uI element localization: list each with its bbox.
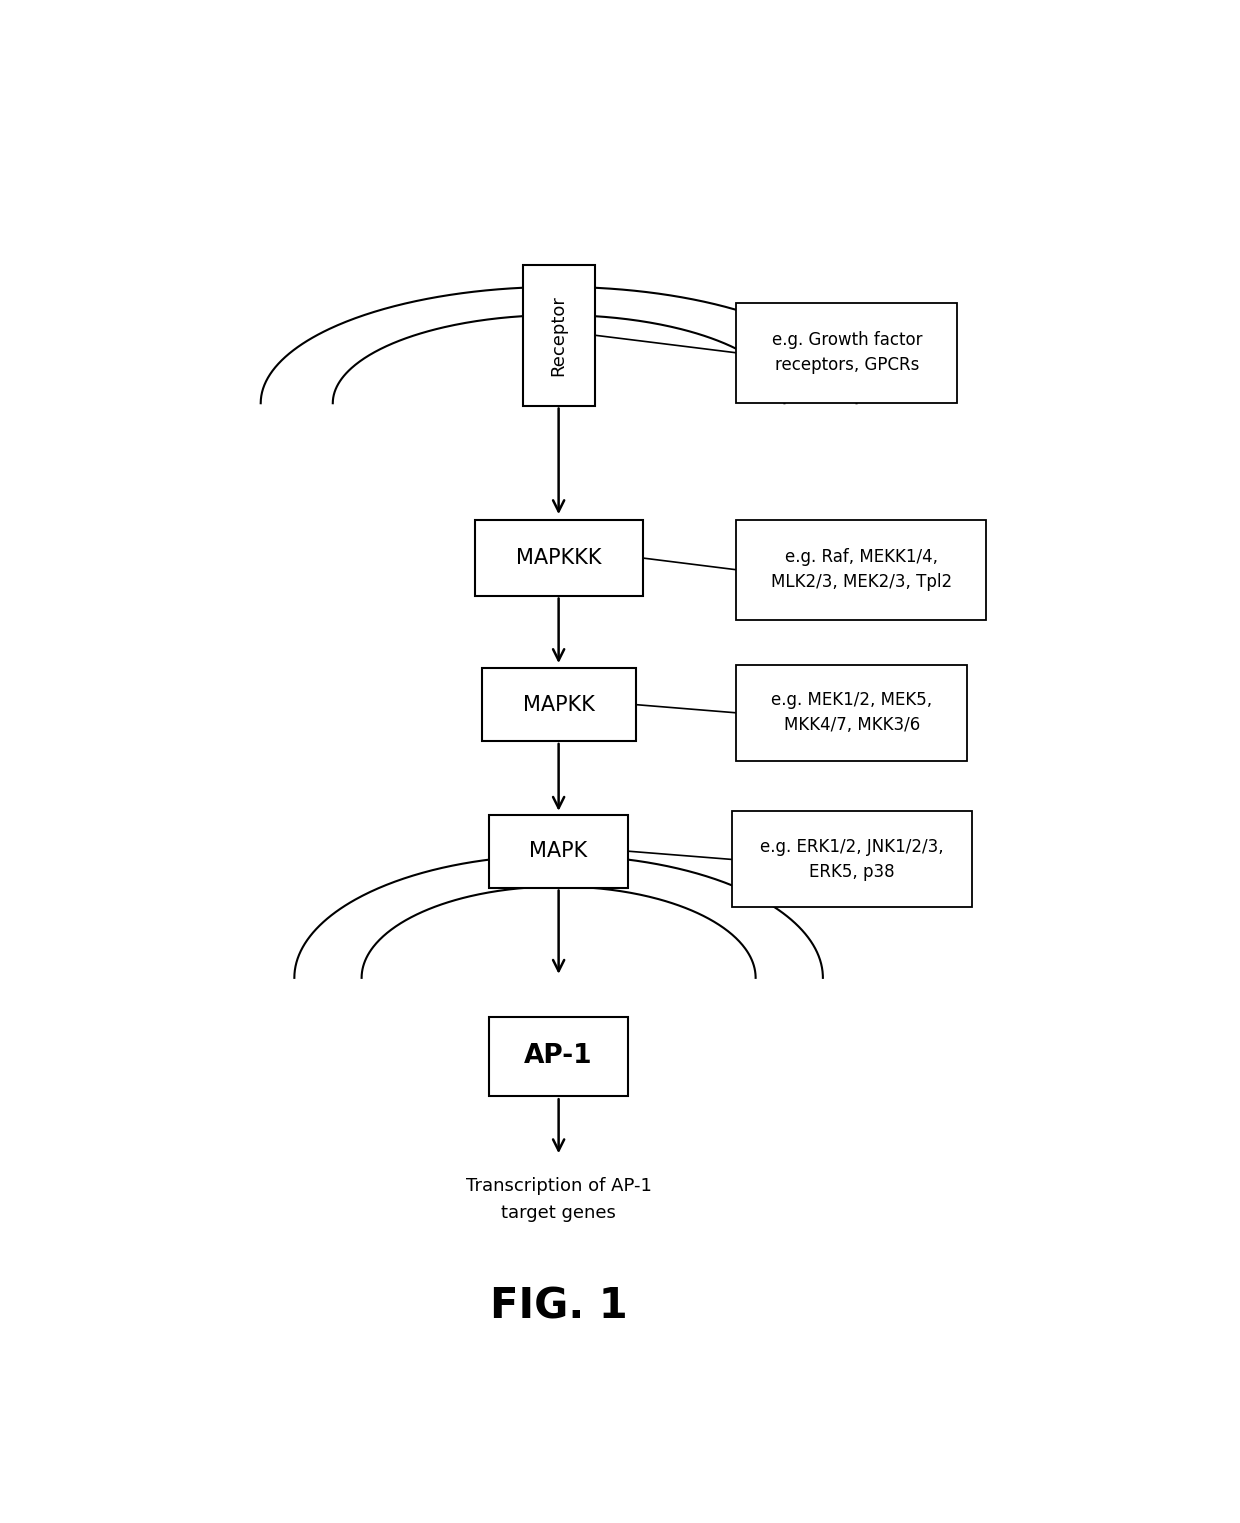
FancyBboxPatch shape bbox=[489, 1016, 629, 1097]
FancyBboxPatch shape bbox=[737, 664, 967, 762]
Text: e.g. MEK1/2, MEK5,
MKK4/7, MKK3/6: e.g. MEK1/2, MEK5, MKK4/7, MKK3/6 bbox=[771, 691, 932, 734]
Text: AP-1: AP-1 bbox=[525, 1043, 593, 1069]
FancyBboxPatch shape bbox=[475, 519, 642, 595]
Text: MAPKK: MAPKK bbox=[523, 694, 594, 714]
Text: e.g. ERK1/2, JNK1/2/3,
ERK5, p38: e.g. ERK1/2, JNK1/2/3, ERK5, p38 bbox=[760, 838, 944, 880]
Text: e.g. Growth factor
receptors, GPCRs: e.g. Growth factor receptors, GPCRs bbox=[771, 332, 923, 375]
FancyBboxPatch shape bbox=[732, 812, 972, 908]
FancyBboxPatch shape bbox=[489, 815, 629, 888]
Text: e.g. Raf, MEKK1/4,
MLK2/3, MEK2/3, Tpl2: e.g. Raf, MEKK1/4, MLK2/3, MEK2/3, Tpl2 bbox=[771, 548, 952, 591]
FancyBboxPatch shape bbox=[737, 303, 957, 402]
FancyBboxPatch shape bbox=[737, 519, 986, 620]
FancyBboxPatch shape bbox=[522, 265, 595, 405]
FancyBboxPatch shape bbox=[481, 669, 635, 742]
Text: Transcription of AP-1
target genes: Transcription of AP-1 target genes bbox=[466, 1177, 651, 1221]
Text: FIG. 1: FIG. 1 bbox=[490, 1285, 627, 1327]
Text: MAPKKK: MAPKKK bbox=[516, 548, 601, 568]
Text: Receptor: Receptor bbox=[549, 295, 568, 376]
Text: MAPK: MAPK bbox=[529, 841, 588, 860]
